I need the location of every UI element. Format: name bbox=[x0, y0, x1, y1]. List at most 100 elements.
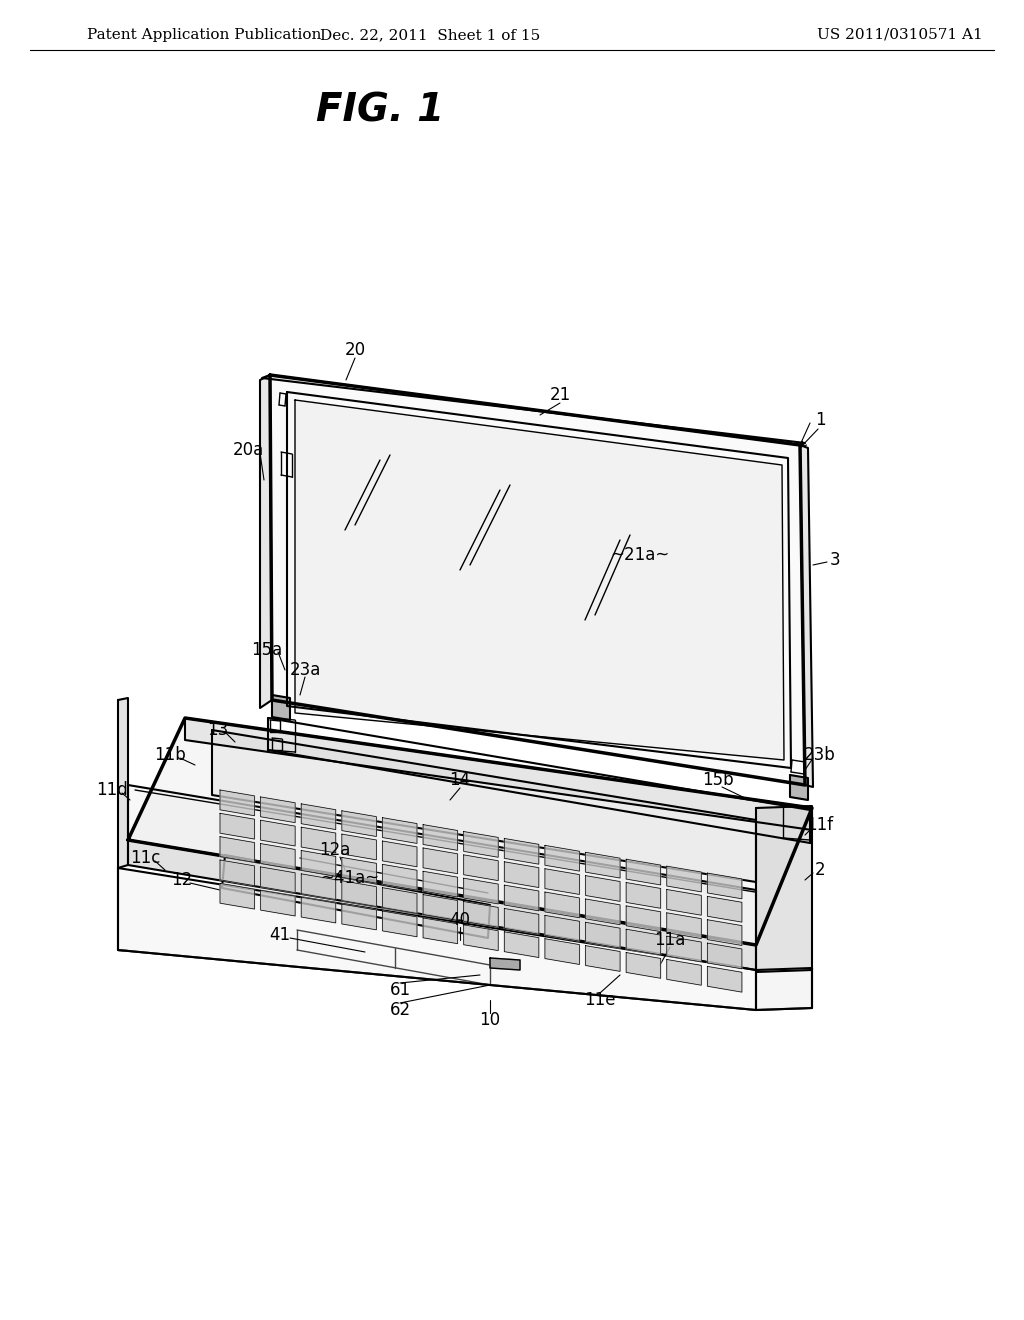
Text: 23a: 23a bbox=[290, 661, 321, 678]
Polygon shape bbox=[708, 966, 742, 993]
Polygon shape bbox=[128, 718, 812, 945]
Polygon shape bbox=[128, 840, 756, 970]
Text: 11c: 11c bbox=[130, 849, 160, 867]
Polygon shape bbox=[382, 841, 417, 867]
Polygon shape bbox=[708, 920, 742, 945]
Polygon shape bbox=[800, 445, 813, 787]
Polygon shape bbox=[220, 789, 255, 816]
Polygon shape bbox=[220, 883, 255, 909]
Polygon shape bbox=[118, 698, 128, 869]
Polygon shape bbox=[261, 867, 295, 892]
Text: 41: 41 bbox=[269, 927, 291, 944]
Text: ~41a~: ~41a~ bbox=[321, 869, 380, 887]
Text: Dec. 22, 2011  Sheet 1 of 15: Dec. 22, 2011 Sheet 1 of 15 bbox=[319, 28, 540, 42]
Polygon shape bbox=[464, 855, 499, 880]
Polygon shape bbox=[464, 925, 499, 950]
Text: 11e: 11e bbox=[585, 991, 615, 1008]
Text: 12: 12 bbox=[171, 871, 193, 888]
Polygon shape bbox=[301, 828, 336, 853]
Polygon shape bbox=[756, 968, 812, 1010]
Polygon shape bbox=[626, 906, 660, 932]
Polygon shape bbox=[342, 858, 377, 883]
Text: 40: 40 bbox=[450, 911, 470, 929]
Polygon shape bbox=[545, 869, 580, 895]
Polygon shape bbox=[504, 886, 539, 911]
Polygon shape bbox=[220, 837, 255, 862]
Text: 2: 2 bbox=[815, 861, 825, 879]
Polygon shape bbox=[301, 874, 336, 899]
Polygon shape bbox=[586, 875, 621, 902]
Polygon shape bbox=[222, 855, 490, 939]
Polygon shape bbox=[756, 807, 812, 972]
Text: 11d: 11d bbox=[96, 781, 128, 799]
Polygon shape bbox=[545, 845, 580, 871]
Polygon shape bbox=[667, 936, 701, 962]
Text: 21: 21 bbox=[549, 385, 570, 404]
Polygon shape bbox=[262, 375, 805, 445]
Polygon shape bbox=[423, 825, 458, 850]
Text: 15b: 15b bbox=[702, 771, 734, 789]
Polygon shape bbox=[423, 871, 458, 898]
Text: 11f: 11f bbox=[807, 816, 834, 834]
Polygon shape bbox=[261, 797, 295, 822]
Polygon shape bbox=[790, 775, 808, 800]
Polygon shape bbox=[423, 917, 458, 944]
Polygon shape bbox=[626, 883, 660, 908]
Text: Patent Application Publication: Patent Application Publication bbox=[87, 28, 322, 42]
Polygon shape bbox=[545, 915, 580, 941]
Polygon shape bbox=[504, 932, 539, 957]
Polygon shape bbox=[270, 375, 805, 785]
Polygon shape bbox=[667, 866, 701, 892]
Polygon shape bbox=[382, 865, 417, 890]
Polygon shape bbox=[504, 838, 539, 865]
Text: 11a: 11a bbox=[654, 931, 686, 949]
Polygon shape bbox=[118, 869, 756, 1010]
Polygon shape bbox=[382, 911, 417, 937]
Polygon shape bbox=[667, 890, 701, 915]
Polygon shape bbox=[382, 887, 417, 913]
Polygon shape bbox=[708, 896, 742, 923]
Polygon shape bbox=[586, 899, 621, 925]
Polygon shape bbox=[342, 904, 377, 929]
Polygon shape bbox=[504, 908, 539, 935]
Polygon shape bbox=[261, 820, 295, 846]
Polygon shape bbox=[626, 859, 660, 884]
Polygon shape bbox=[464, 878, 499, 904]
Text: 14: 14 bbox=[450, 771, 471, 789]
Text: 3: 3 bbox=[829, 550, 841, 569]
Polygon shape bbox=[586, 853, 621, 878]
Polygon shape bbox=[586, 945, 621, 972]
Polygon shape bbox=[220, 861, 255, 886]
Polygon shape bbox=[667, 960, 701, 985]
Polygon shape bbox=[260, 375, 272, 708]
Polygon shape bbox=[545, 939, 580, 965]
Polygon shape bbox=[545, 892, 580, 917]
Polygon shape bbox=[382, 817, 417, 843]
Text: 20: 20 bbox=[344, 341, 366, 359]
Polygon shape bbox=[220, 813, 255, 840]
Text: 62: 62 bbox=[389, 1001, 411, 1019]
Polygon shape bbox=[464, 902, 499, 927]
Polygon shape bbox=[301, 804, 336, 829]
Polygon shape bbox=[261, 843, 295, 870]
Text: 12a: 12a bbox=[319, 841, 350, 859]
Polygon shape bbox=[301, 850, 336, 876]
Polygon shape bbox=[423, 847, 458, 874]
Polygon shape bbox=[342, 880, 377, 907]
Polygon shape bbox=[708, 942, 742, 969]
Text: 23b: 23b bbox=[804, 746, 836, 764]
Polygon shape bbox=[212, 730, 756, 882]
Polygon shape bbox=[185, 718, 812, 830]
Polygon shape bbox=[708, 873, 742, 899]
Polygon shape bbox=[490, 958, 520, 970]
Polygon shape bbox=[586, 923, 621, 948]
Polygon shape bbox=[301, 898, 336, 923]
Polygon shape bbox=[423, 895, 458, 920]
Text: 10: 10 bbox=[479, 1011, 501, 1030]
Polygon shape bbox=[504, 862, 539, 887]
Polygon shape bbox=[667, 913, 701, 939]
Polygon shape bbox=[464, 832, 499, 857]
Polygon shape bbox=[272, 696, 290, 719]
Polygon shape bbox=[626, 929, 660, 954]
Text: 61: 61 bbox=[389, 981, 411, 999]
